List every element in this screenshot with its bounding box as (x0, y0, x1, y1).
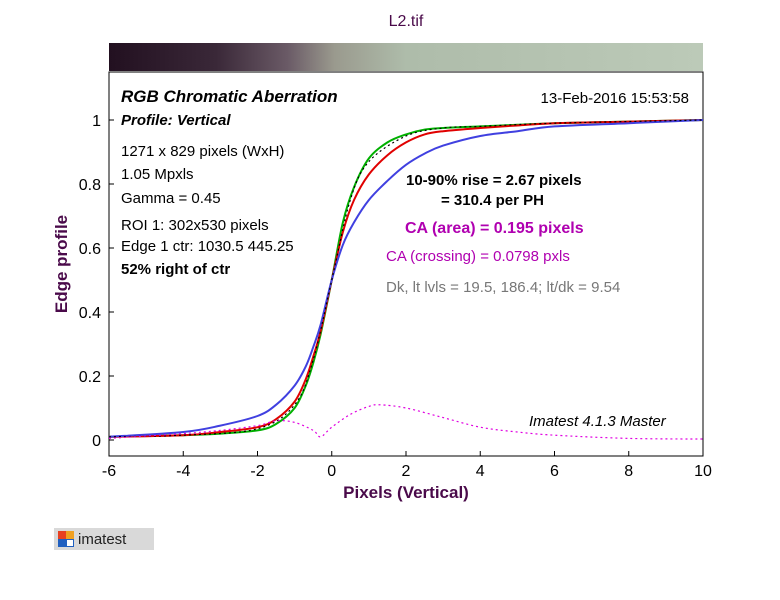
y-tick-label: 1 (92, 113, 101, 130)
image-size: 1271 x 829 pixels (WxH) (121, 143, 284, 160)
x-axis-label: Pixels (Vertical) (343, 483, 469, 502)
edge-center: Edge 1 ctr: 1030.5 445.25 (121, 238, 294, 255)
x-tick-label: 0 (327, 463, 336, 480)
imatest-logo: imatest (54, 528, 154, 550)
light-dark-levels: Dk, lt lvls = 19.5, 186.4; lt/dk = 9.54 (386, 279, 620, 296)
chart-heading: RGB Chromatic Aberration (121, 87, 338, 106)
y-tick-label: 0.8 (79, 177, 101, 194)
timestamp: 13-Feb-2016 15:53:58 (541, 90, 689, 107)
ca-crossing: CA (crossing) = 0.0798 pxls (386, 248, 570, 265)
chart-title: L2.tif (389, 13, 424, 30)
tone-strip (109, 43, 703, 71)
rise-distance: 10-90% rise = 2.67 pixels (406, 172, 582, 189)
x-tick-label: -4 (176, 463, 190, 480)
red-channel-line (109, 119, 703, 438)
imatest-logo-icon (58, 531, 74, 547)
edge-position: 52% right of ctr (121, 261, 230, 278)
x-tick-label: 6 (550, 463, 559, 480)
y-tick-label: 0.6 (79, 241, 101, 258)
megapixels: 1.05 Mpxls (121, 166, 194, 183)
x-tick-label: 4 (476, 463, 485, 480)
gamma-value: Gamma = 0.45 (121, 190, 221, 207)
imatest-logo-text: imatest (78, 530, 127, 548)
ca-area: CA (area) = 0.195 pixels (405, 220, 584, 237)
x-tick-label: -2 (250, 463, 264, 480)
x-tick-label: -6 (102, 463, 116, 480)
roi-info: ROI 1: 302x530 pixels (121, 217, 269, 234)
y-tick-label: 0.2 (79, 369, 101, 386)
axis-ticks: -6 -4 -2 0 2 4 6 8 10 0 0.2 0.4 0.6 0.8 1 (79, 113, 712, 480)
x-tick-label: 10 (694, 463, 712, 480)
x-tick-label: 8 (624, 463, 633, 480)
series-group (109, 119, 703, 440)
x-tick-label: 2 (402, 463, 411, 480)
rise-per-ph: = 310.4 per PH (441, 192, 544, 209)
y-tick-label: 0.4 (79, 305, 101, 322)
blue-channel-line (109, 119, 703, 438)
y-axis-label: Edge profile (52, 215, 71, 313)
reference-dotted-line (109, 119, 703, 438)
software-version: Imatest 4.1.3 Master (529, 413, 667, 430)
y-tick-label: 0 (92, 433, 101, 450)
profile-subheading: Profile: Vertical (121, 112, 231, 129)
